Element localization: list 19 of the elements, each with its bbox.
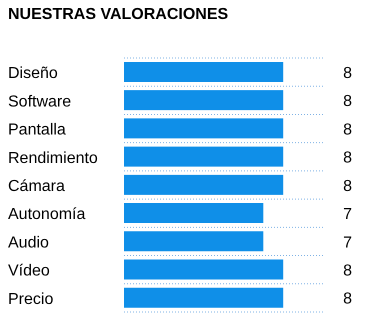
chart-title: NUESTRAS VALORACIONES	[8, 6, 228, 24]
data-label: 8	[343, 290, 352, 308]
y-tick-label: Precio	[8, 290, 54, 308]
y-tick-label: Pantalla	[8, 122, 66, 139]
y-tick-label: Diseño	[8, 65, 58, 82]
y-tick-label: Rendimiento	[8, 150, 98, 167]
data-label: 7	[343, 206, 352, 224]
data-label: 8	[343, 178, 352, 195]
y-tick-label: Cámara	[8, 178, 66, 195]
data-label: 8	[343, 93, 352, 110]
y-tick-label: Software	[8, 93, 72, 110]
data-label: 8	[343, 150, 352, 167]
data-label: 8	[343, 64, 352, 82]
y-tick-label: Vídeo	[8, 262, 50, 280]
data-label: 8	[343, 262, 352, 280]
data-label: 8	[343, 121, 352, 138]
y-tick-label: Audio	[8, 234, 50, 252]
y-tick-label: Autonomía	[8, 206, 86, 224]
data-label: 7	[343, 234, 352, 252]
